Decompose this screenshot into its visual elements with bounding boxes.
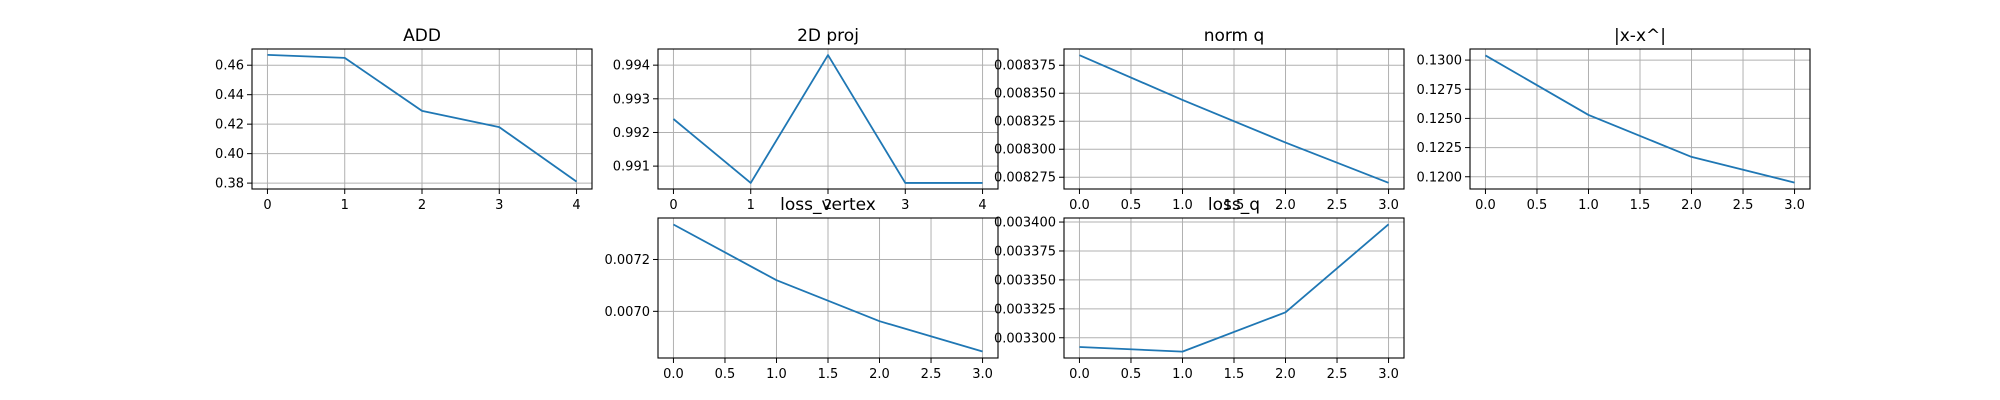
subplot-3: 0.0 0.5 1.0 1.5 2.0 2.5 3.0 0.1200 0.1225 0.1250 0… [1417,26,1811,213]
x-tick-label: 3.0 [1378,198,1399,213]
x-tick-label: 2 [418,198,426,213]
x-tick-label: 2.0 [869,367,890,382]
y-tick-label: 0.44 [215,88,244,103]
y-tick-label: 0.1300 [1417,54,1463,69]
chart-title: loss_q [1208,195,1260,215]
x-tick-label: 2.5 [1327,367,1348,382]
y-tick-label: 0.008275 [994,171,1056,186]
subplot-2: 0.0 0.5 1.0 1.5 2.0 2.5 3.0 0.008275 0.008300 0.0… [994,26,1405,213]
x-tick-label: 0.5 [1121,367,1142,382]
x-tick-label: 1.5 [818,367,839,382]
y-tick-label: 0.1275 [1417,83,1463,98]
y-tick-label: 0.003350 [994,273,1056,288]
y-tick-label: 0.1225 [1417,141,1463,156]
x-tick-label: 1 [341,198,349,213]
y-tick-label: 0.0070 [605,305,651,320]
x-tick-label: 2.5 [1733,198,1754,213]
x-tick-label: 2 [824,198,832,213]
y-tick-label: 0.38 [215,177,244,192]
y-tick-label: 0.42 [215,118,244,133]
chart-title: |x-x^| [1614,26,1666,46]
x-tick-label: 1.5 [1630,198,1651,213]
x-tick-label: 0.5 [1121,198,1142,213]
x-tick-label: 2.5 [1327,198,1348,213]
series-line [1484,54,1795,184]
subplot-0: 0 1 2 3 4 0.38 0.40 0.42 0.44 0.46 ADD [215,26,593,213]
x-tick-label: 0.0 [1069,367,1090,382]
series-line [673,223,983,353]
series-line [267,53,578,183]
y-tick-label: 0.1250 [1417,112,1463,127]
x-tick-label: 0.0 [1475,198,1496,213]
chart-title: norm q [1204,26,1265,46]
y-tick-label: 0.991 [613,160,650,175]
x-tick-label: 0 [669,198,677,213]
x-tick-label: 1.5 [1224,198,1245,213]
x-tick-label: 3.0 [972,367,993,382]
x-tick-label: 1 [747,198,755,213]
subplot-5: 0.0 0.5 1.0 1.5 2.0 2.5 3.0 0.003300 0.003325 0.0… [994,195,1405,382]
y-tick-label: 0.008375 [994,59,1056,74]
x-tick-label: 2.5 [921,367,942,382]
x-tick-label: 1.0 [766,367,787,382]
y-tick-label: 0.003375 [994,244,1056,259]
y-tick-label: 0.008325 [994,115,1056,130]
x-tick-label: 2.0 [1275,198,1296,213]
x-tick-label: 3 [495,198,503,213]
y-tick-label: 0.008300 [994,143,1056,158]
chart-title: loss_vertex [780,195,876,215]
x-tick-label: 4 [572,198,580,213]
chart-title: ADD [403,26,441,46]
x-tick-label: 2.0 [1681,198,1702,213]
y-tick-label: 0.003300 [994,331,1056,346]
x-tick-label: 0 [263,198,271,213]
y-tick-label: 0.003325 [994,302,1056,317]
y-tick-label: 0.008350 [994,87,1056,102]
series-line [672,54,983,184]
x-tick-label: 3 [901,198,909,213]
x-tick-label: 1.5 [1224,367,1245,382]
x-tick-label: 2.0 [1275,367,1296,382]
y-tick-label: 0.994 [613,59,650,74]
y-tick-label: 0.1200 [1417,170,1463,185]
x-tick-label: 0.5 [1527,198,1548,213]
chart-title: 2D proj [797,26,859,46]
subplot-1: 0 1 2 3 4 0.991 0.992 0.993 0.994 2D proj [613,26,999,213]
y-tick-label: 0.46 [215,59,244,74]
y-tick-label: 0.992 [613,126,650,141]
y-tick-label: 0.40 [215,147,244,162]
series-line [1079,223,1390,353]
y-tick-label: 0.993 [613,92,650,107]
x-tick-label: 1.0 [1172,367,1193,382]
y-tick-label: 0.003400 [994,216,1056,231]
x-tick-label: 0.0 [1069,198,1090,213]
x-tick-label: 4 [978,198,986,213]
subplot-4: 0.0 0.5 1.0 1.5 2.0 2.5 3.0 0.0070 0.0072 loss_ve… [605,195,999,382]
x-tick-label: 3.0 [1378,367,1399,382]
x-tick-label: 0.5 [715,367,736,382]
y-tick-label: 0.0072 [605,253,651,268]
series-line [1079,54,1389,184]
x-tick-label: 3.0 [1784,198,1805,213]
x-tick-label: 0.0 [663,367,684,382]
x-tick-label: 1.0 [1172,198,1193,213]
x-tick-label: 1.0 [1578,198,1599,213]
